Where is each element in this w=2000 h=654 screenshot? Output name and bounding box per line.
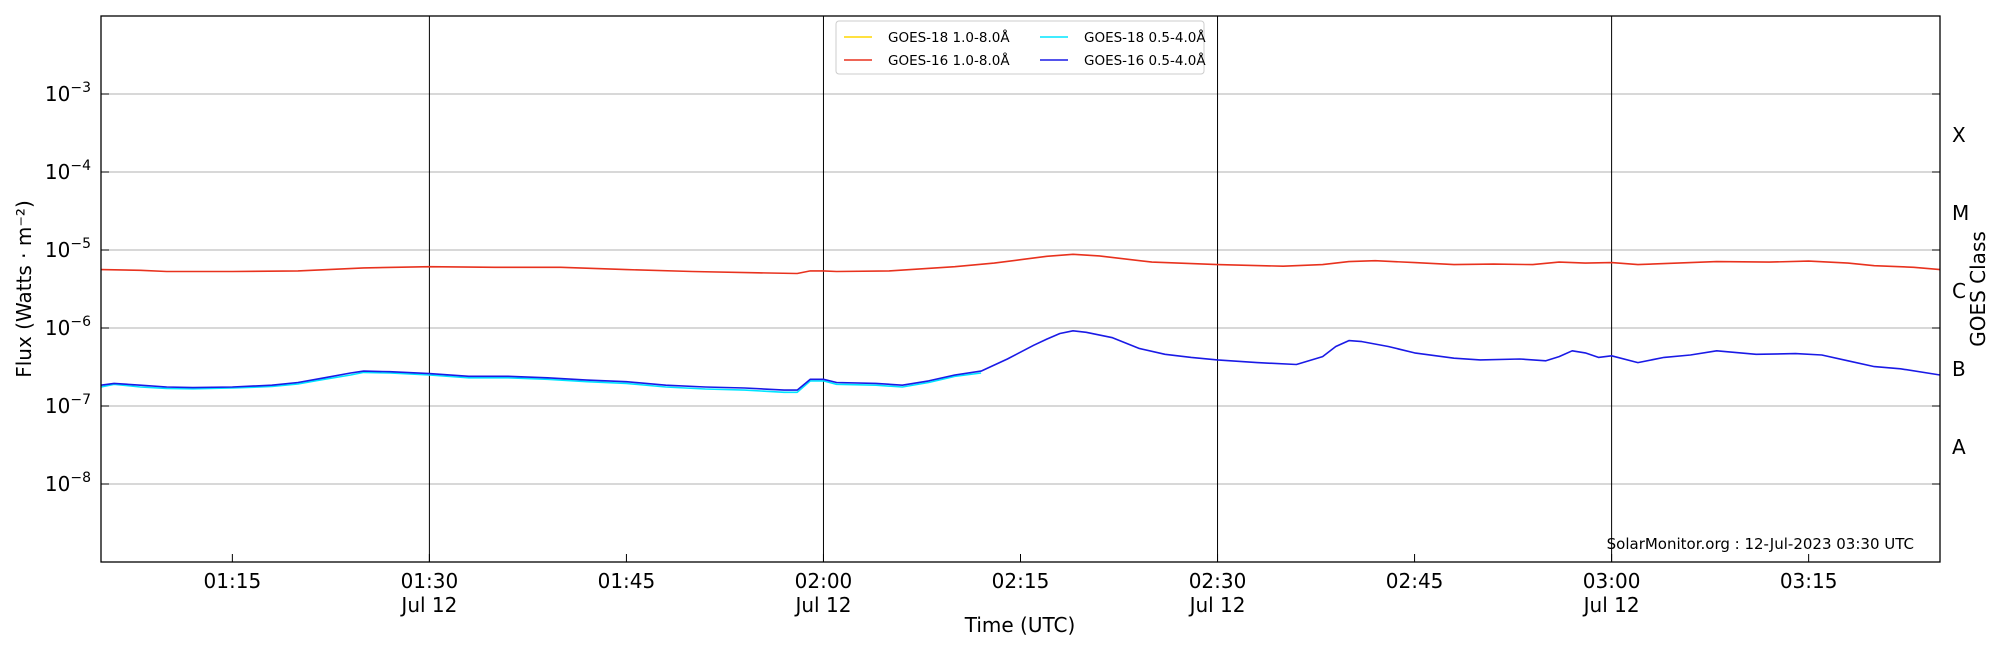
- x-tick-label: 02:00: [795, 569, 853, 593]
- x-tick-label: 02:15: [992, 569, 1050, 593]
- y-tick-label: 10−6: [45, 314, 91, 340]
- x-tick-label: 03:00: [1583, 569, 1641, 593]
- x-tick-date-label: Jul 12: [793, 593, 851, 617]
- x-tick-label: 01:45: [598, 569, 656, 593]
- x-tick-label: 01:30: [401, 569, 459, 593]
- watermark-text: SolarMonitor.org : 12-Jul-2023 03:30 UTC: [1607, 535, 1914, 553]
- series-line-2: [100, 253, 1941, 275]
- x-tick-label: 02:30: [1189, 569, 1247, 593]
- y-tick-label: 10−7: [45, 392, 91, 418]
- legend-entry-label: GOES-18 0.5-4.0Å: [1084, 29, 1206, 46]
- goes-class-label: X: [1952, 123, 1966, 147]
- x-tick-label: 02:45: [1386, 569, 1444, 593]
- goes-class-label: M: [1952, 201, 1969, 225]
- x-tick-label: 01:15: [204, 569, 262, 593]
- y-axis-label: Flux (Watts · m⁻²): [12, 200, 36, 378]
- goes-class-axis-label: GOES Class: [1966, 231, 1990, 347]
- legend-entry-label: GOES-16 1.0-8.0Å: [888, 52, 1010, 69]
- x-tick-date-label: Jul 12: [1188, 593, 1246, 617]
- y-tick-label: 10−8: [45, 470, 91, 496]
- series-line-3: [100, 330, 1941, 391]
- y-tick-label: 10−5: [45, 236, 91, 262]
- legend: GOES-18 1.0-8.0Å GOES-18 0.5-4.0Å GOES-16 …: [835, 20, 1206, 75]
- y-tick-label: 10−3: [45, 80, 91, 106]
- goes-class-label: C: [1952, 279, 1966, 303]
- goes-class-label: B: [1952, 357, 1966, 381]
- x-tick-date-label: Jul 12: [399, 593, 457, 617]
- series-line-1: [100, 371, 982, 394]
- x-tick-date-label: Jul 12: [1582, 593, 1640, 617]
- goes-class-label: A: [1952, 435, 1966, 459]
- legend-entry-label: GOES-16 0.5-4.0Å: [1084, 52, 1206, 69]
- legend-box: [835, 20, 1205, 75]
- x-tick-label: 03:15: [1780, 569, 1838, 593]
- plot-frame: [100, 15, 1941, 563]
- x-axis-label: Time (UTC): [964, 613, 1076, 637]
- y-tick-label: 10−4: [45, 158, 91, 184]
- legend-entry-label: GOES-18 1.0-8.0Å: [888, 29, 1010, 46]
